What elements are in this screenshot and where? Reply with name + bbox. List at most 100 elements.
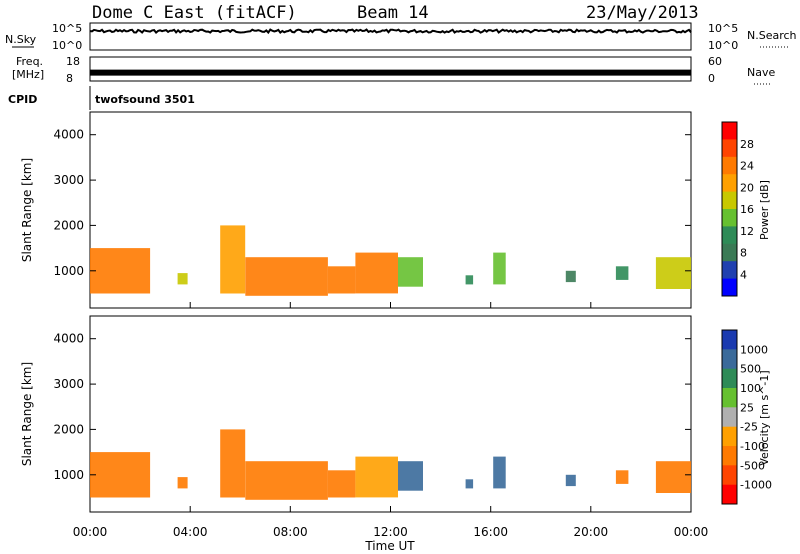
velocity-y-title: Slant Range [km] (20, 362, 34, 466)
velocity-plot (90, 429, 691, 500)
y-tick-label: 1000 (53, 468, 84, 482)
colorbar-segment (722, 388, 737, 408)
scatter-patch-11 (655, 257, 691, 289)
colorbar-segment (722, 243, 737, 262)
colorbar-segment (722, 174, 737, 193)
velocity-colorbar-title-text: Velocity [m s^-1] (758, 370, 771, 465)
freq-left-label-1: Freq. (16, 55, 43, 68)
scatter-patch-9 (565, 270, 576, 283)
x-tick-label: 00:00 (674, 525, 709, 539)
colorbar-segment (722, 484, 737, 505)
colorbar-label: 12 (740, 225, 754, 238)
velocity-colorbar-title: Velocity [m s^-1] (758, 370, 771, 465)
y-tick-label: 3000 (53, 173, 84, 187)
scatter-patch-3 (245, 257, 328, 296)
power-yticks: 1000 2000 3000 4000 (53, 128, 691, 278)
colorbar-segment (722, 156, 737, 175)
scatter-patch-1 (177, 273, 188, 285)
x-axis-ticks: 00:00 04:00 08:00 12:00 16:00 20:00 00:00 (73, 302, 709, 539)
colorbar-label: 8 (740, 247, 747, 260)
noise-y-top: 10^5 (52, 22, 82, 35)
scatter-patch-6 (398, 461, 423, 491)
freq-right-bottom: 0 (708, 72, 715, 85)
power-y-title: Slant Range [km] (20, 158, 34, 262)
colorbar-label: 4 (740, 268, 747, 281)
power-colorbar-title: Power [dB] (758, 180, 771, 240)
noise-right-bottom: 10^0 (708, 39, 738, 52)
colorbar-segment (722, 349, 737, 370)
colorbar-segment (722, 122, 737, 140)
noise-trace (89, 28, 692, 35)
colorbar-segment (722, 330, 737, 350)
colorbar-segment (722, 261, 737, 280)
scatter-patch-6 (398, 257, 423, 287)
velocity-yticks: 1000 2000 3000 4000 (53, 332, 691, 482)
x-tick-label: 16:00 (473, 525, 508, 539)
freq-left-label-2: [MHz] (12, 68, 44, 81)
colorbar-frame (721, 121, 738, 297)
noise-right-label: N.Search (747, 29, 797, 42)
y-tick-label: 4000 (53, 128, 84, 142)
date-title: 23/May/2013 (586, 3, 699, 23)
y-tick-label: 2000 (53, 422, 84, 436)
scatter-patch-10 (615, 266, 629, 280)
colorbar-label: 24 (740, 160, 754, 173)
power-colorbar: 28 24 20 16 12 8 4 (721, 121, 754, 297)
x-tick-label: 04:00 (173, 525, 208, 539)
station-title: Dome C East (fitACF) (92, 3, 297, 23)
velocity-colorbar: 1000 500 100 25 -25 -100 -500 -1000 (721, 329, 772, 505)
beam-title: Beam 14 (357, 3, 429, 23)
colorbar-segment (722, 226, 737, 245)
scatter-patch-5 (355, 252, 398, 294)
x-tick-label: 20:00 (574, 525, 609, 539)
colorbar-segment (722, 368, 737, 389)
noise-left-label: N.Sky (5, 33, 37, 46)
scatter-patch-5 (355, 456, 398, 498)
scatter-patch-2 (220, 225, 246, 294)
colorbar-segment (722, 426, 737, 447)
x-tick-label: 12:00 (373, 525, 408, 539)
noise-panel-frame (89, 22, 692, 51)
scatter-patch-4 (327, 470, 356, 498)
cpid-value: twofsound 3501 (95, 93, 195, 106)
power-plot (90, 225, 691, 296)
scatter-patch-8 (493, 252, 506, 285)
colorbar-segment (722, 209, 737, 227)
y-tick-label: 4000 (53, 332, 84, 346)
noise-right-top: 10^5 (708, 22, 738, 35)
colorbar-label: 16 (740, 203, 754, 216)
colorbar-segment (722, 465, 737, 486)
colorbar-label: 20 (740, 181, 754, 194)
freq-right-top: 60 (708, 55, 722, 68)
colorbar-label: 25 (740, 401, 754, 414)
scatter-patch-0 (90, 452, 151, 498)
freq-y-bottom: 8 (66, 72, 73, 85)
colorbar-label: 500 (740, 363, 761, 376)
scatter-patch-7 (465, 479, 474, 489)
colorbar-frame (721, 329, 738, 505)
scatter-patch-10 (615, 470, 629, 484)
scatter-patch-7 (465, 275, 474, 285)
scatter-patch-1 (177, 477, 188, 489)
scatter-patch-3 (245, 461, 328, 500)
scatter-patch-0 (90, 248, 151, 294)
scatter-patch-11 (655, 461, 691, 493)
colorbar-segment (722, 407, 737, 428)
freq-panel-frame (89, 56, 692, 82)
freq-right-label: Nave (747, 66, 775, 79)
colorbar-segment (722, 278, 737, 297)
x-tick-label: 08:00 (273, 525, 308, 539)
colorbar-segment (722, 191, 737, 210)
scatter-patch-4 (327, 266, 356, 294)
colorbar-label: -1000 (740, 479, 772, 492)
x-axis-title: Time UT (364, 539, 415, 553)
y-tick-label: 2000 (53, 218, 84, 232)
noise-y-bottom: 10^0 (52, 39, 82, 52)
colorbar-label: -500 (740, 459, 765, 472)
colorbar-segment (722, 446, 737, 466)
colorbar-label: 1000 (740, 343, 768, 356)
y-tick-label: 1000 (53, 264, 84, 278)
y-tick-label: 3000 (53, 377, 84, 391)
scatter-patch-8 (493, 456, 506, 489)
